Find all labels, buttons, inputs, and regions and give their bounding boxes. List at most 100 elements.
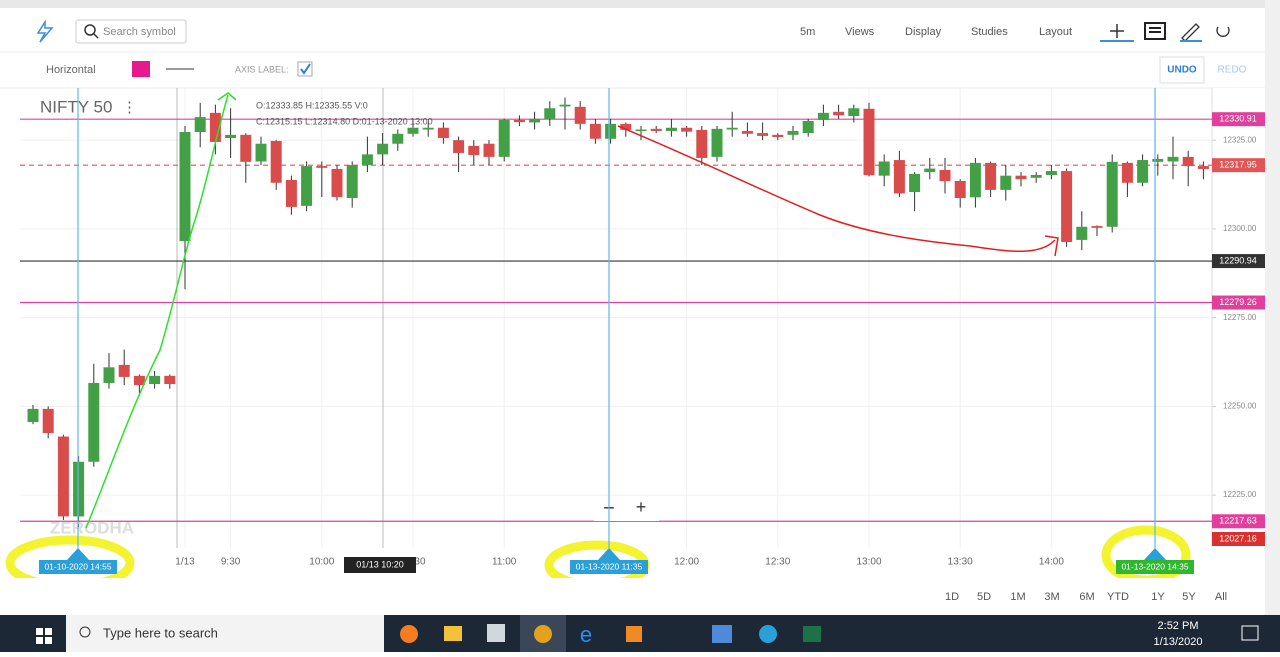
drawing-tool-select[interactable]: Horizontal (46, 64, 96, 76)
redo-button[interactable]: REDO (1218, 65, 1247, 76)
range-button[interactable]: YTD (1107, 591, 1129, 603)
app-icon[interactable] (712, 625, 732, 643)
drawn-arrowhead (1044, 235, 1059, 257)
taskbar-search-text[interactable]: Type here to search (103, 625, 218, 640)
candle-body (209, 112, 221, 142)
y-tick-label: 12325.00 (1223, 135, 1257, 144)
zoom-control (594, 497, 659, 521)
time-marker-handle[interactable] (1144, 548, 1166, 560)
candle-body (878, 161, 890, 176)
time-marker-handle[interactable] (598, 548, 620, 560)
candle-body (1076, 226, 1088, 240)
drawn-arrow (85, 94, 229, 529)
x-tick-label: 1/13 (175, 557, 195, 568)
ohlc-legend: O:12333.85 H:12335.55 V:0 (256, 100, 368, 110)
app-icon[interactable]: e (580, 622, 592, 647)
app-icon[interactable] (400, 625, 418, 643)
crosshair-icon (1110, 24, 1124, 38)
reset-tool[interactable] (1216, 26, 1230, 37)
crosshair-label: 01/13 10:20 (356, 559, 404, 569)
search-box[interactable] (75, 19, 187, 44)
time-marker-label-bg (39, 560, 117, 574)
x-tick-label: 13:30 (948, 557, 973, 568)
range-button[interactable]: 1M (1010, 591, 1025, 603)
candle-body (1137, 160, 1149, 183)
undo-button[interactable]: UNDO (1167, 65, 1197, 76)
price-line-label-bg (1212, 158, 1265, 173)
candle-body (1000, 175, 1012, 190)
checkmark (300, 63, 311, 75)
candle-body (118, 364, 130, 377)
menu-button[interactable]: Views (845, 26, 875, 38)
menu-button[interactable]: Studies (971, 26, 1008, 38)
candle-body (1030, 174, 1042, 178)
app-icon[interactable] (487, 624, 505, 642)
candle-body (833, 111, 845, 116)
interval-button[interactable]: 5m (800, 26, 815, 38)
price-line-label-bg (1212, 295, 1265, 310)
candle-body (194, 117, 206, 133)
ohlc-legend: C:12315.15 L:12314.80 D:01-13-2020 13:00 (256, 116, 433, 126)
candle-body (1197, 166, 1209, 169)
candle-body (757, 133, 769, 136)
notification-icon[interactable] (1241, 625, 1259, 641)
app-icon[interactable] (626, 626, 642, 642)
candle-body (1061, 171, 1073, 243)
candle-body (498, 119, 510, 157)
price-line-label: 12027.16 (1219, 533, 1257, 543)
candle-body (635, 129, 647, 132)
candle-body (1015, 175, 1027, 180)
price-line-label: 12217.63 (1219, 516, 1257, 526)
y-tick-label: 12275.00 (1223, 313, 1257, 322)
candle-body (88, 382, 100, 462)
range-button[interactable]: 1Y (1151, 591, 1165, 603)
range-button[interactable]: All (1215, 591, 1227, 603)
candle-body (681, 127, 693, 132)
search-icon (93, 33, 99, 39)
candle-body (711, 128, 723, 157)
x-tick-label: 12:00 (674, 557, 699, 568)
candle-body (544, 108, 556, 119)
taskbar-search[interactable] (66, 615, 384, 652)
candle-body (954, 180, 966, 199)
time-marker-handle[interactable] (67, 548, 89, 560)
candle-body (437, 127, 449, 139)
candle-body (149, 375, 161, 385)
undo-button-bg[interactable] (1159, 56, 1205, 84)
range-button[interactable]: 5Y (1182, 591, 1196, 603)
comment-icon (1149, 27, 1161, 33)
x-tick-label: 9:30 (221, 557, 241, 568)
x-tick-label: 11:00 (492, 557, 517, 568)
app-icon[interactable] (759, 625, 777, 643)
menu-button[interactable]: Layout (1039, 26, 1072, 38)
candle-body (863, 108, 875, 176)
range-button[interactable]: 1D (945, 591, 959, 603)
candle-body (27, 408, 39, 422)
candle-body (316, 166, 328, 168)
candle-body (468, 145, 480, 156)
range-button[interactable]: 3M (1044, 591, 1059, 603)
start-button[interactable] (36, 628, 52, 644)
candle-body (483, 143, 495, 157)
candle-body (57, 436, 69, 517)
range-button[interactable]: 6M (1079, 591, 1094, 603)
browser-strip (0, 0, 1280, 8)
search-placeholder[interactable]: Search symbol (103, 26, 176, 38)
candle-body (255, 143, 267, 162)
app-icon[interactable] (444, 626, 462, 641)
app-icon[interactable] (803, 626, 821, 642)
candle-body (1106, 161, 1118, 227)
candle-body (453, 140, 465, 153)
menu-button[interactable]: Display (905, 26, 942, 38)
chart-menu[interactable]: ⋮ (122, 99, 137, 116)
range-button[interactable]: 5D (977, 591, 991, 603)
zoom-in[interactable]: + (636, 497, 647, 517)
price-line-label-bg (1212, 112, 1265, 127)
x-tick-label: 14:00 (1039, 557, 1064, 568)
candle-body (42, 408, 54, 433)
y-tick-label: 12225.00 (1223, 490, 1257, 499)
color-swatch[interactable] (132, 61, 150, 77)
candle-body (103, 367, 115, 383)
candle-body (665, 127, 677, 131)
